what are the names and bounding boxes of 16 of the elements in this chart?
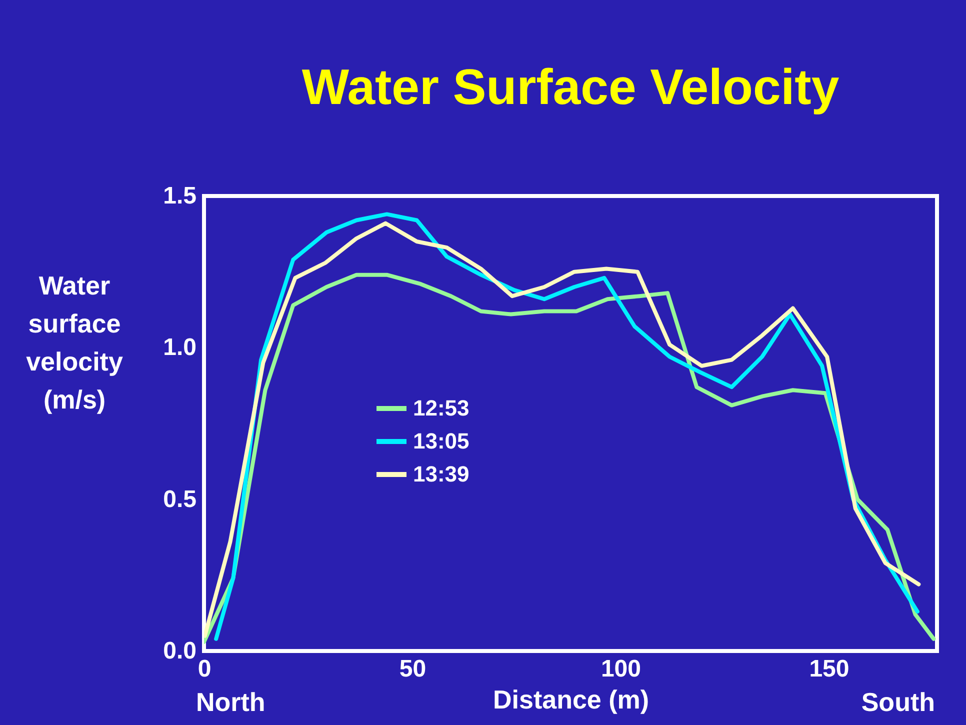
legend-label: 13:05	[413, 428, 470, 454]
legend-label: 13:39	[413, 462, 470, 486]
x-tick-label: 50	[399, 656, 426, 682]
x-tick-label: 150	[809, 656, 850, 682]
y-tick-label: 1.5	[163, 182, 196, 210]
x-tick-label: 0	[198, 656, 212, 682]
y-tick-label: 0.0	[163, 638, 196, 664]
text: South	[861, 687, 935, 717]
y-tick-label: 0.5	[163, 486, 196, 513]
y-tick-label: 1.0	[163, 334, 196, 362]
legend-label: 12:53	[413, 396, 470, 420]
y-axis-title: Water surface velocity (m/s)	[26, 270, 124, 414]
x-tick-label: 100	[600, 656, 641, 682]
text: North	[196, 687, 266, 717]
chart-title: Water Surface Velocity	[302, 59, 840, 115]
x-axis-title: Distance (m)	[492, 684, 650, 714]
